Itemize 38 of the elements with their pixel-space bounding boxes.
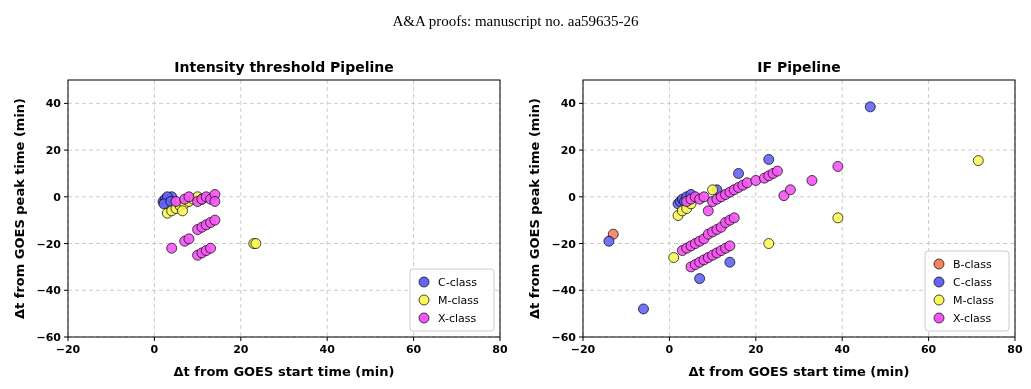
y-tick-label: −20 [551,237,577,251]
y-tick-label: −40 [551,284,577,298]
x-axis-title: Δt from GOES start time (min) [688,364,910,379]
legend-label: X-class [438,312,477,325]
text: A&A proofs: manuscript no. aa59635-26 [392,13,640,29]
x-tick-label: 0 [150,343,159,356]
y-tick-label: 0 [568,190,577,204]
y-tick-label: 20 [45,144,62,158]
x-tick-label: 80 [492,343,508,356]
legend-label: M-class [953,294,995,307]
x-tick-label: 60 [920,343,937,356]
x-tick-label: 0 [665,343,674,356]
x-tick-label: −20 [570,343,596,356]
y-tick-label: 0 [53,190,62,204]
legend-label: C-class [438,276,478,289]
y-tick-label: −40 [36,284,62,298]
x-tick-label: 20 [748,343,764,356]
legend-label: M-class [438,294,480,307]
y-tick-label: −20 [36,237,62,251]
x-tick-label: 20 [233,343,249,356]
x-tick-label: 40 [319,343,336,356]
y-tick-label: −60 [551,331,577,344]
x-tick-label: 40 [834,343,851,356]
y-tick-label: 40 [560,97,577,111]
y-tick-label: 20 [560,144,577,158]
legend-label: B-class [953,258,993,271]
legend-label: C-class [953,276,993,289]
chart-title: IF Pipeline [757,59,841,75]
legend-label: X-class [953,312,992,325]
x-axis-title: Δt from GOES start time (min) [173,364,395,379]
x-tick-label: 60 [405,343,422,356]
y-tick-label: 40 [45,97,62,111]
x-tick-label: 80 [1007,343,1023,356]
y-axis-title: Δt from GOES peak time (min) [12,97,27,320]
y-axis-title: Δt from GOES peak time (min) [527,97,542,320]
y-tick-label: −60 [36,331,62,344]
x-tick-label: −20 [55,343,81,356]
chart-title: Intensity threshold Pipeline [174,59,394,75]
